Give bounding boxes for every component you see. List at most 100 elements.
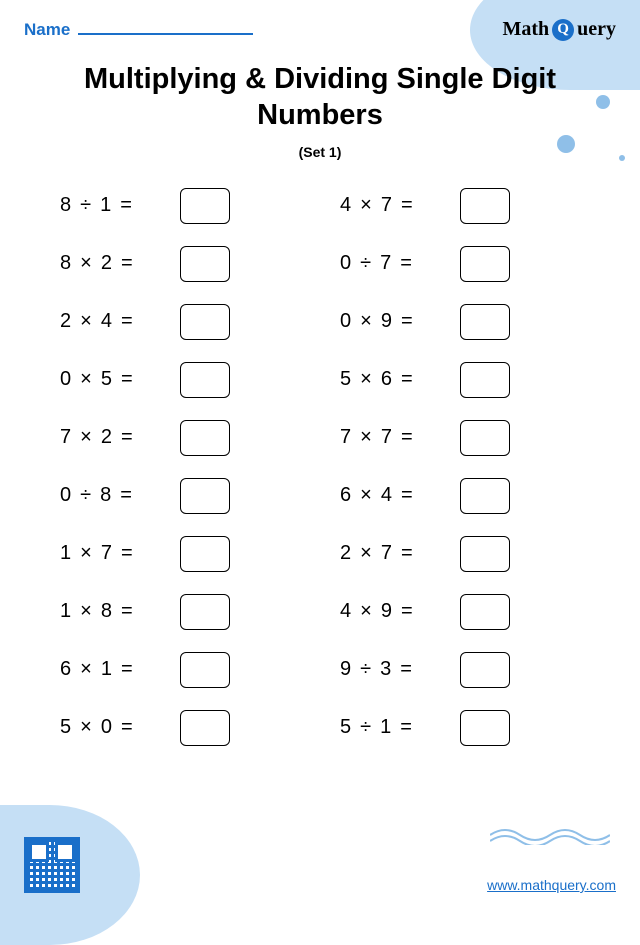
answer-box[interactable] bbox=[180, 652, 230, 688]
brand-prefix: Math bbox=[502, 18, 549, 41]
answer-box[interactable] bbox=[460, 188, 510, 224]
problem-row: 8÷1= bbox=[60, 188, 300, 224]
operand-b: 7 bbox=[381, 542, 392, 565]
problem-row: 0×5= bbox=[60, 362, 300, 398]
answer-box[interactable] bbox=[460, 420, 510, 456]
operator: ÷ bbox=[360, 658, 371, 681]
operator: × bbox=[360, 310, 372, 333]
operand-b: 4 bbox=[101, 310, 112, 333]
problem-row: 2×7= bbox=[340, 536, 580, 572]
operand-a: 0 bbox=[340, 252, 351, 275]
operator: × bbox=[80, 252, 92, 275]
problem-row: 1×7= bbox=[60, 536, 300, 572]
equals-sign: = bbox=[121, 426, 133, 449]
equals-sign: = bbox=[121, 368, 133, 391]
brand-q-icon: Q bbox=[552, 19, 574, 41]
problem-row: 6×1= bbox=[60, 652, 300, 688]
operator: × bbox=[360, 600, 372, 623]
operator: × bbox=[80, 368, 92, 391]
name-input-line[interactable] bbox=[78, 19, 253, 35]
equals-sign: = bbox=[401, 600, 413, 623]
equals-sign: = bbox=[120, 484, 132, 507]
operand-a: 1 bbox=[60, 542, 71, 565]
equals-sign: = bbox=[121, 658, 133, 681]
operator: × bbox=[80, 658, 92, 681]
operand-b: 7 bbox=[381, 426, 392, 449]
problem-row: 4×7= bbox=[340, 188, 580, 224]
operand-b: 7 bbox=[101, 542, 112, 565]
operand-b: 7 bbox=[380, 252, 391, 275]
problem-row: 9÷3= bbox=[340, 652, 580, 688]
name-label: Name bbox=[24, 20, 70, 40]
operand-a: 8 bbox=[60, 252, 71, 275]
operand-a: 2 bbox=[340, 542, 351, 565]
operand-b: 5 bbox=[101, 368, 112, 391]
operand-a: 7 bbox=[60, 426, 71, 449]
answer-box[interactable] bbox=[180, 478, 230, 514]
answer-box[interactable] bbox=[460, 362, 510, 398]
operand-a: 5 bbox=[340, 368, 351, 391]
operator: ÷ bbox=[360, 252, 371, 275]
equals-sign: = bbox=[400, 252, 412, 275]
answer-box[interactable] bbox=[180, 304, 230, 340]
answer-box[interactable] bbox=[180, 594, 230, 630]
operand-a: 9 bbox=[340, 658, 351, 681]
operand-b: 6 bbox=[381, 368, 392, 391]
equals-sign: = bbox=[401, 484, 413, 507]
decoration-dot bbox=[557, 135, 575, 153]
problem-row: 0 ÷ 7 = bbox=[340, 246, 580, 282]
operator: × bbox=[360, 426, 372, 449]
operator: × bbox=[360, 368, 372, 391]
operand-b: 1 bbox=[380, 716, 391, 739]
operator: ÷ bbox=[80, 484, 91, 507]
problem-row: 5 × 0 = bbox=[60, 710, 300, 746]
page-subtitle: (Set 1) bbox=[0, 144, 640, 160]
answer-box[interactable] bbox=[460, 304, 510, 340]
equals-sign: = bbox=[401, 426, 413, 449]
operand-b: 2 bbox=[101, 426, 112, 449]
operator: × bbox=[80, 542, 92, 565]
operator: × bbox=[80, 716, 92, 739]
problem-row: 7 × 2 = bbox=[60, 420, 300, 456]
equals-sign: = bbox=[401, 368, 413, 391]
answer-box[interactable] bbox=[180, 246, 230, 282]
operand-b: 1 bbox=[101, 658, 112, 681]
header: Name Math Q uery bbox=[0, 0, 640, 41]
answer-box[interactable] bbox=[180, 536, 230, 572]
answer-box[interactable] bbox=[460, 536, 510, 572]
problem-row: 0 ÷ 8 = bbox=[60, 478, 300, 514]
answer-box[interactable] bbox=[460, 652, 510, 688]
equals-sign: = bbox=[400, 716, 412, 739]
equals-sign: = bbox=[401, 310, 413, 333]
answer-box[interactable] bbox=[460, 246, 510, 282]
equals-sign: = bbox=[121, 252, 133, 275]
problem-row: 5 × 6 = bbox=[340, 362, 580, 398]
operand-b: 8 bbox=[101, 600, 112, 623]
answer-box[interactable] bbox=[180, 362, 230, 398]
operand-a: 1 bbox=[60, 600, 71, 623]
brand-logo: Math Q uery bbox=[502, 18, 616, 41]
operand-a: 7 bbox=[340, 426, 351, 449]
equals-sign: = bbox=[121, 716, 133, 739]
operand-a: 4 bbox=[340, 600, 351, 623]
answer-box[interactable] bbox=[180, 188, 230, 224]
operand-b: 7 bbox=[381, 194, 392, 217]
problem-row: 6×4= bbox=[340, 478, 580, 514]
operator: ÷ bbox=[360, 716, 371, 739]
operand-a: 5 bbox=[60, 716, 71, 739]
answer-box[interactable] bbox=[180, 420, 230, 456]
brand-suffix: uery bbox=[577, 18, 616, 41]
operand-b: 8 bbox=[100, 484, 111, 507]
operand-b: 0 bbox=[101, 716, 112, 739]
answer-box[interactable] bbox=[460, 478, 510, 514]
answer-box[interactable] bbox=[460, 594, 510, 630]
equals-sign: = bbox=[120, 194, 132, 217]
problem-row: 7 × 7 = bbox=[340, 420, 580, 456]
operator: × bbox=[360, 484, 372, 507]
problem-row: 8×2= bbox=[60, 246, 300, 282]
operand-a: 0 bbox=[60, 484, 71, 507]
answer-box[interactable] bbox=[180, 710, 230, 746]
answer-box[interactable] bbox=[460, 710, 510, 746]
operand-a: 6 bbox=[340, 484, 351, 507]
operator: × bbox=[80, 426, 92, 449]
